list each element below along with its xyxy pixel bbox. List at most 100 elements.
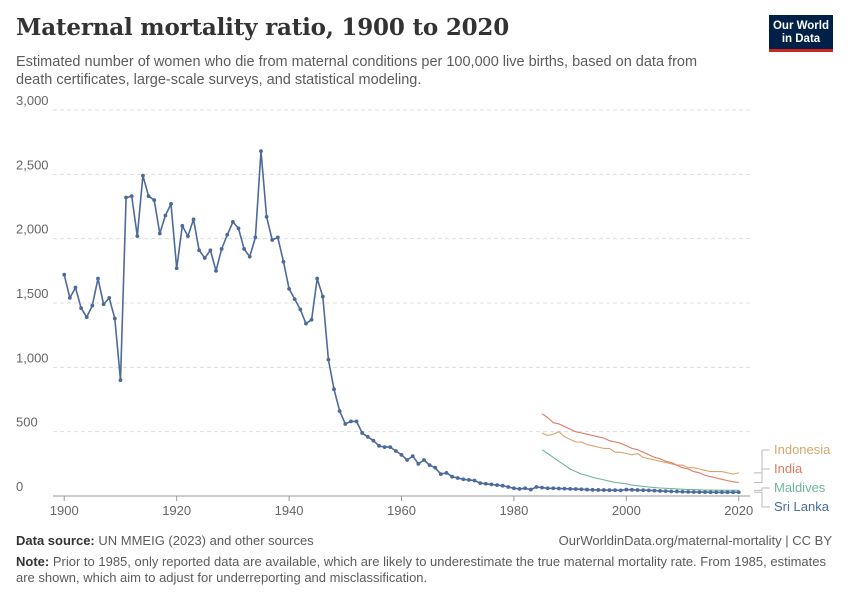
data-point bbox=[174, 266, 179, 271]
note-text: Prior to 1985, only reported data are av… bbox=[16, 554, 827, 585]
data-point bbox=[618, 488, 623, 493]
data-point bbox=[472, 478, 477, 483]
data-point bbox=[590, 487, 595, 492]
chart-subtitle: Estimated number of women who die from m… bbox=[16, 54, 698, 88]
data-point bbox=[112, 316, 117, 321]
data-point bbox=[146, 194, 151, 199]
data-point bbox=[157, 231, 162, 236]
x-tick-label: 1920 bbox=[162, 503, 191, 518]
x-tick-label: 1960 bbox=[387, 503, 416, 518]
series-line-sri-lanka bbox=[63, 150, 739, 494]
data-point bbox=[719, 490, 724, 495]
data-point bbox=[186, 234, 190, 238]
logo-line-2: in Data bbox=[781, 33, 821, 45]
data-point bbox=[292, 297, 297, 302]
data-point bbox=[455, 476, 460, 480]
data-point bbox=[601, 488, 606, 492]
data-point bbox=[230, 220, 235, 224]
data-point bbox=[84, 315, 89, 320]
data-point bbox=[630, 487, 634, 492]
x-tick-label: 2000 bbox=[612, 503, 641, 518]
data-point bbox=[107, 295, 112, 300]
data-point bbox=[371, 438, 376, 443]
data-point bbox=[101, 302, 106, 307]
data-point bbox=[118, 378, 123, 383]
footnote: Note: Prior to 1985, only reported data … bbox=[16, 554, 831, 586]
data-point bbox=[304, 321, 308, 326]
data-point bbox=[73, 285, 78, 290]
data-point bbox=[500, 483, 505, 488]
data-point bbox=[523, 486, 528, 491]
data-point bbox=[461, 477, 466, 482]
data-point bbox=[534, 485, 539, 489]
legend-label: Indonesia bbox=[774, 442, 831, 457]
data-point bbox=[377, 443, 381, 448]
data-point bbox=[556, 486, 561, 491]
data-point bbox=[219, 247, 224, 251]
data-point bbox=[259, 149, 263, 154]
series-line-indonesia bbox=[541, 431, 739, 475]
data-point bbox=[365, 434, 370, 439]
data-point bbox=[663, 489, 668, 494]
data-point bbox=[444, 470, 449, 475]
data-point bbox=[62, 272, 67, 277]
data-point bbox=[675, 489, 679, 494]
y-tick-label: 500 bbox=[16, 415, 38, 430]
data-point bbox=[242, 247, 247, 251]
data-point bbox=[332, 387, 336, 392]
source-text[interactable]: UN MMEIG (2023) and other sources bbox=[98, 533, 314, 548]
source-label: Data source: bbox=[16, 533, 95, 548]
x-tick-label: 1980 bbox=[499, 503, 528, 518]
data-point bbox=[545, 486, 550, 491]
logo-line-1: Our World bbox=[772, 20, 829, 32]
data-point bbox=[214, 268, 218, 273]
legend-label: Maldives bbox=[774, 480, 826, 495]
data-point bbox=[79, 306, 84, 311]
data-point bbox=[573, 487, 578, 491]
source-url[interactable]: OurWorldinData.org/maternal-mortality | … bbox=[558, 533, 832, 548]
data-point bbox=[714, 490, 719, 495]
data-point bbox=[512, 486, 516, 491]
data-point bbox=[658, 488, 662, 493]
x-tick-label: 1900 bbox=[50, 503, 79, 518]
legend-label: Sri Lanka bbox=[774, 499, 830, 514]
data-point bbox=[703, 490, 707, 495]
y-tick-label: 1,000 bbox=[16, 350, 49, 365]
owid-logo[interactable]: Our World in Data bbox=[769, 15, 833, 52]
data-point bbox=[646, 488, 651, 493]
y-tick-label: 1,500 bbox=[16, 286, 49, 301]
data-point bbox=[298, 307, 303, 312]
data-point bbox=[225, 232, 230, 237]
data-point bbox=[495, 483, 499, 487]
x-tick-label: 1940 bbox=[275, 503, 304, 518]
data-point bbox=[635, 488, 640, 492]
legend-connector bbox=[754, 491, 770, 508]
data-point bbox=[124, 195, 128, 200]
data-point bbox=[309, 317, 314, 322]
data-point bbox=[315, 276, 320, 281]
data-point bbox=[691, 490, 696, 494]
data-point bbox=[169, 202, 173, 206]
data-point bbox=[551, 486, 556, 491]
data-point bbox=[253, 235, 258, 240]
y-tick-label: 0 bbox=[16, 479, 23, 494]
data-point bbox=[669, 489, 674, 494]
chart-title: Maternal mortality ratio, 1900 to 2020 bbox=[16, 14, 510, 41]
legend-connector bbox=[754, 487, 770, 491]
data-point bbox=[141, 173, 145, 178]
data-point bbox=[90, 303, 95, 308]
data-point bbox=[607, 488, 612, 493]
data-point bbox=[568, 487, 573, 491]
series-line-maldives bbox=[541, 449, 739, 491]
line-chart: 0 500 1,000 1,500 2,000 2,500 3,000 1900 1920 194… bbox=[16, 93, 831, 518]
data-point bbox=[528, 487, 533, 492]
data-point bbox=[326, 357, 331, 362]
data-source: Data source: UN MMEIG (2023) and other s… bbox=[16, 533, 314, 548]
data-point bbox=[410, 454, 415, 459]
data-point bbox=[641, 488, 646, 493]
data-point bbox=[393, 449, 398, 453]
data-point bbox=[135, 234, 140, 238]
data-point bbox=[450, 474, 454, 479]
data-point bbox=[180, 223, 185, 228]
y-tick-label: 3,000 bbox=[16, 93, 49, 108]
